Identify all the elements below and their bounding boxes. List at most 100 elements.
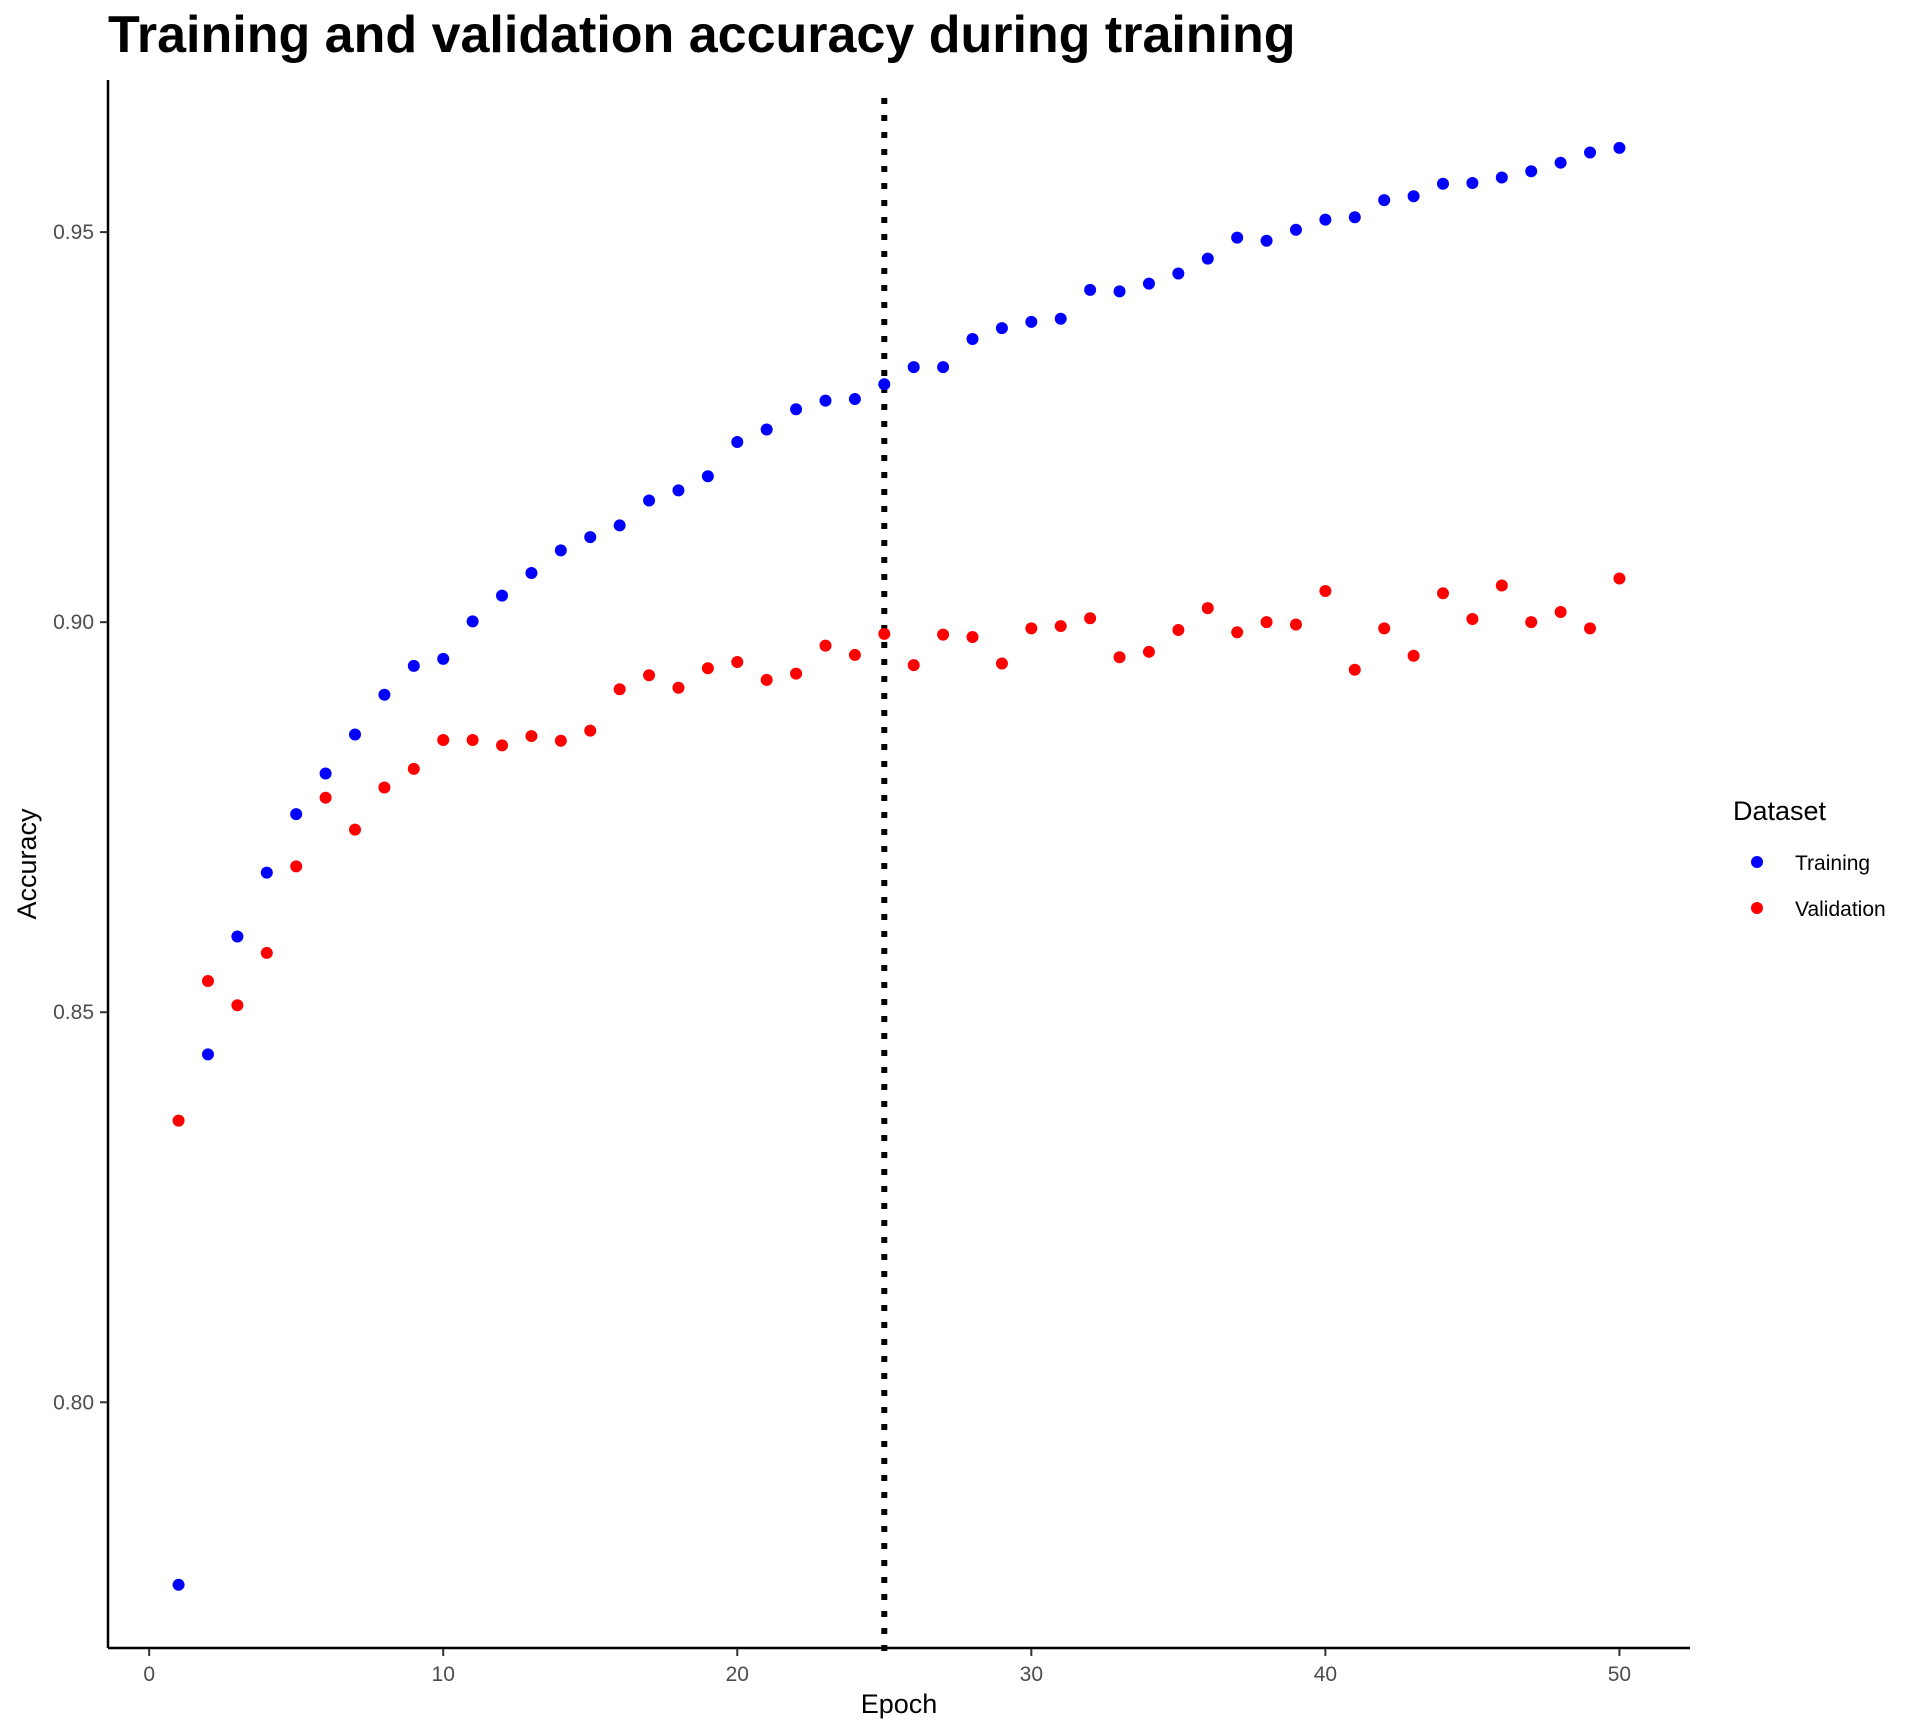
training-point (201, 1048, 214, 1061)
training-point (1172, 267, 1185, 280)
validation-point (1584, 622, 1597, 635)
training-point (319, 767, 332, 780)
validation-point (407, 762, 420, 775)
training-point (437, 652, 450, 665)
training-point (1436, 177, 1449, 190)
validation-point (231, 999, 244, 1012)
validation-point (1289, 618, 1302, 631)
training-point (260, 866, 273, 879)
validation-point (349, 823, 362, 836)
legend-label-validation: Validation (1795, 898, 1886, 921)
y-axis-ticks: 0.80 0.85 0.90 0.95 (53, 221, 108, 1414)
training-point (790, 403, 803, 416)
legend-key-validation (1751, 902, 1763, 914)
training-point (1231, 231, 1244, 244)
training-point (172, 1578, 185, 1591)
training-point (496, 589, 509, 602)
validation-point (731, 655, 744, 668)
training-point (554, 544, 567, 557)
training-point (1260, 234, 1273, 247)
training-point (966, 332, 979, 345)
validation-point (319, 791, 332, 804)
validation-point (201, 975, 214, 988)
y-tick-label: 0.85 (53, 1001, 94, 1024)
y-axis-title: Accuracy (12, 808, 42, 920)
training-point (907, 361, 920, 374)
x-axis-ticks: 0 10 20 30 40 50 (143, 1648, 1631, 1686)
validation-point (1348, 663, 1361, 676)
validation-point (1466, 613, 1479, 626)
training-point (672, 484, 685, 497)
data-points (172, 141, 1626, 1591)
training-point (231, 930, 244, 943)
training-point (1525, 165, 1538, 178)
validation-point (790, 667, 803, 680)
training-point (1084, 283, 1097, 296)
validation-point (1319, 584, 1332, 597)
validation-point (1025, 622, 1038, 635)
validation-point (1054, 620, 1067, 633)
validation-point (437, 733, 450, 746)
validation-point (1172, 623, 1185, 636)
training-point (1584, 146, 1597, 159)
training-point (525, 567, 538, 580)
validation-point (672, 681, 685, 694)
x-tick-label: 50 (1608, 1663, 1631, 1686)
legend-title: Dataset (1733, 796, 1827, 826)
validation-point (643, 669, 656, 682)
validation-point (966, 630, 979, 643)
validation-point (172, 1114, 185, 1127)
validation-point (290, 860, 303, 873)
training-point (819, 394, 832, 407)
training-point (848, 393, 861, 406)
x-tick-label: 20 (726, 1663, 749, 1686)
validation-point (937, 628, 950, 641)
training-point (407, 659, 420, 672)
validation-point (1113, 651, 1126, 664)
validation-point (260, 946, 273, 959)
validation-point (613, 683, 626, 696)
training-point (1054, 312, 1067, 325)
training-point (731, 435, 744, 448)
x-tick-label: 10 (432, 1663, 455, 1686)
training-point (1142, 277, 1155, 290)
validation-point (1495, 579, 1508, 592)
validation-point (907, 659, 920, 672)
training-point (1407, 190, 1420, 203)
chart-title: Training and validation accuracy during … (108, 6, 1296, 64)
training-point (760, 423, 773, 436)
training-point (1495, 171, 1508, 184)
training-point (1348, 211, 1361, 224)
validation-point (760, 673, 773, 686)
training-point (643, 494, 656, 507)
training-point (1289, 223, 1302, 236)
training-point (1319, 213, 1332, 226)
x-tick-label: 40 (1314, 1663, 1337, 1686)
x-tick-label: 30 (1020, 1663, 1043, 1686)
validation-point (525, 730, 538, 743)
validation-point (1613, 572, 1626, 585)
validation-point (496, 739, 509, 752)
validation-point (554, 734, 567, 747)
training-point (1613, 141, 1626, 154)
validation-point (848, 648, 861, 661)
validation-point (1201, 602, 1214, 615)
legend-key-training (1751, 856, 1763, 868)
validation-point (995, 657, 1008, 670)
training-point (613, 519, 626, 532)
y-tick-label: 0.95 (53, 221, 94, 244)
validation-point (701, 662, 714, 675)
x-axis-title: Epoch (861, 1689, 938, 1719)
training-point (1113, 285, 1126, 298)
validation-point (1084, 612, 1097, 625)
y-tick-label: 0.80 (53, 1391, 94, 1414)
training-point (1025, 315, 1038, 328)
legend: Dataset Training Validation (1733, 796, 1886, 921)
validation-point (584, 724, 597, 737)
training-point (349, 728, 362, 741)
training-point (1466, 176, 1479, 189)
training-point (1201, 252, 1214, 265)
legend-label-training: Training (1795, 852, 1870, 875)
training-point (378, 688, 391, 701)
validation-point (1554, 606, 1567, 619)
